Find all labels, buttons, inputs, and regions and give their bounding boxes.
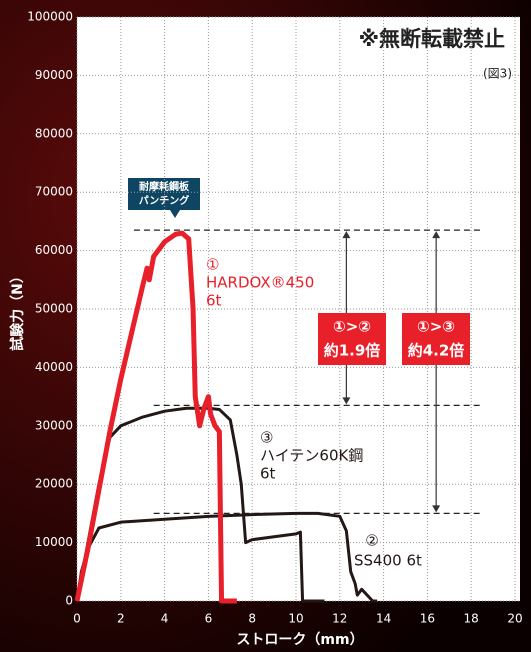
x-tick-label: 20 (507, 612, 522, 626)
arrow-head (342, 231, 351, 239)
x-tick-label: 6 (205, 612, 213, 626)
callout: 耐摩耗鋼板 パンチング (128, 178, 200, 218)
y-axis-title: 試験力（N） (9, 269, 26, 351)
x-tick-label: 18 (464, 612, 479, 626)
callout-box (128, 178, 200, 210)
y-tick-label: 70000 (35, 185, 73, 199)
ratio-box (318, 313, 386, 365)
series-label: 6t (260, 465, 276, 483)
figure-label: (図3) (483, 67, 512, 81)
callout-text: 耐摩耗鋼板 (139, 180, 190, 193)
arrow-head (432, 231, 441, 239)
series-line (74, 230, 237, 604)
x-tick-label: 2 (117, 612, 125, 626)
series-label: SS400 6t (354, 552, 422, 570)
y-tick-label: 60000 (35, 243, 73, 257)
x-tick-label: 10 (288, 612, 303, 626)
y-tick-label: 30000 (35, 418, 73, 432)
y-tick-label: 50000 (35, 302, 73, 316)
arrow-head (432, 505, 441, 513)
series-label: ハイテン60K鋼 (260, 447, 363, 465)
ratio-text: ①>③ (417, 318, 455, 336)
series-label: ③ (260, 429, 273, 447)
x-tick-label: 4 (161, 612, 169, 626)
callout-text: パンチング (139, 194, 190, 207)
series-line (75, 406, 325, 603)
series-line (75, 511, 378, 603)
series-label: ① (206, 256, 219, 274)
y-tick-label: 40000 (35, 360, 73, 374)
x-tick-label: 8 (248, 612, 256, 626)
y-tick-label: 20000 (35, 477, 73, 491)
notice: ※無断転載禁止 (359, 27, 505, 51)
x-tick-label: 0 (73, 612, 81, 626)
y-tick-label: 100000 (27, 10, 73, 24)
y-tick-label: 90000 (35, 68, 73, 82)
x-tick-label: 14 (376, 612, 391, 626)
x-tick-label: 12 (332, 612, 347, 626)
y-tick-label: 10000 (35, 535, 73, 549)
series-label: ② (365, 532, 378, 550)
ratio-text: 約4.2倍 (408, 342, 465, 360)
series-label: 6t (206, 292, 222, 310)
y-tick-label: 80000 (35, 126, 73, 140)
y-tick-label: 0 (65, 594, 73, 608)
arrow-head (342, 397, 351, 405)
ratio-box (402, 313, 470, 365)
x-axis-title: ストローク（mm） (236, 632, 363, 648)
callout-pointer (170, 210, 180, 218)
x-tick-label: 16 (420, 612, 435, 626)
series-label: HARDOX®450 (206, 274, 314, 292)
ratio-text: ①>② (333, 318, 371, 336)
ratio-text: 約1.9倍 (324, 342, 381, 360)
